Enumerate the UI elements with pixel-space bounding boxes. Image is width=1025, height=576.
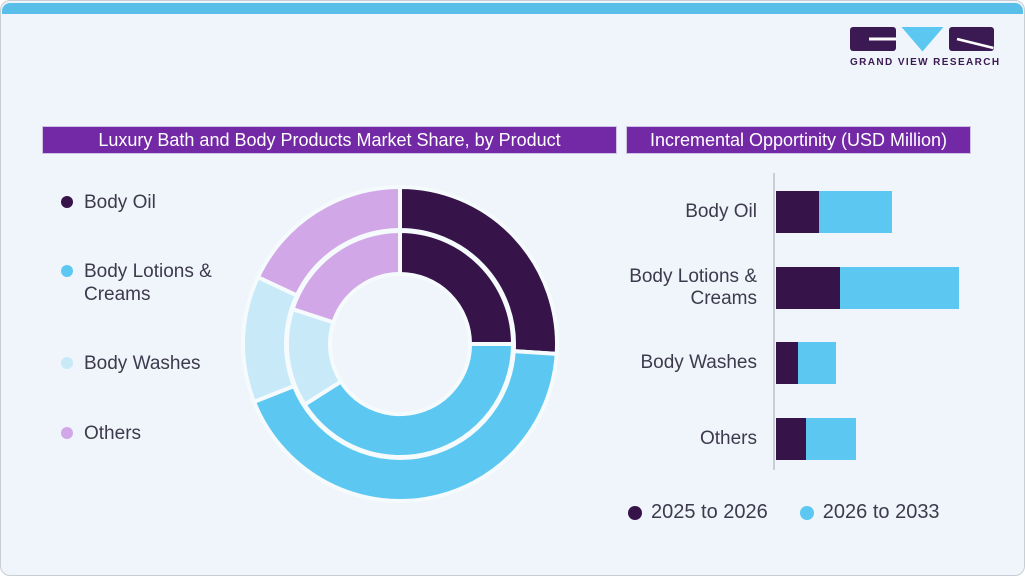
bar-segment-2025-2026-body-lotions-creams (776, 267, 840, 309)
bar-chart: Body Oil Body Lotions & Creams Body Wash… (599, 172, 971, 472)
bar-row-body-lotions-creams: Body Lotions & Creams (599, 266, 971, 309)
legend-item-body-washes: Body Washes (61, 352, 224, 375)
legend-swatch-body-washes (61, 357, 73, 369)
legend-swatch-2026-2033 (799, 505, 814, 520)
bar-row-others: Others (599, 418, 971, 460)
logo-v-icon (901, 27, 944, 52)
bar-segment-2026-2033-body-oil (819, 191, 892, 233)
legend-swatch-body-oil (61, 196, 73, 208)
legend-item-body-oil: Body Oil (61, 191, 224, 214)
donut-inner-ring-segment-body-oil (398, 229, 515, 346)
bar-row-body-oil: Body Oil (599, 191, 971, 233)
bar-label-body-oil: Body Oil (685, 201, 757, 222)
legend-swatch-others (61, 427, 73, 439)
bar-track-body-oil (776, 191, 892, 233)
legend-item-2026-2033: 2026 to 2033 (799, 501, 940, 524)
bar-segment-2026-2033-others (806, 418, 856, 460)
legend-label-body-oil: Body Oil (84, 192, 156, 213)
bar-track-others (776, 418, 856, 460)
legend-item-others: Others (61, 422, 224, 445)
donut-inner-ring-segment-others (290, 229, 402, 325)
bar-row-body-washes: Body Washes (599, 342, 971, 384)
bar-track-body-lotions-creams (776, 267, 959, 309)
right-chart-title: Incremental Opportinity (USD Million) (626, 126, 971, 154)
logo-g-icon (850, 27, 896, 51)
left-chart-title-text: Luxury Bath and Body Products Market Sha… (98, 129, 561, 150)
bar-label-body-washes: Body Washes (640, 352, 757, 373)
top-accent-bar (2, 3, 1023, 14)
donut-chart (241, 185, 559, 503)
bar-segment-2025-2026-body-oil (776, 191, 819, 233)
bar-label-others: Others (699, 428, 757, 449)
bar-track-body-washes (776, 342, 836, 384)
bar-chart-axis (773, 173, 775, 470)
gvr-logo-glyphs (850, 27, 996, 52)
legend-item-2025-2026: 2025 to 2026 (628, 501, 768, 524)
gvr-logo: GRAND VIEW RESEARCH (850, 27, 1001, 68)
left-chart-title: Luxury Bath and Body Products Market Sha… (42, 126, 617, 154)
bar-segment-2025-2026-others (776, 418, 806, 460)
legend-label-2025-2026: 2025 to 2026 (651, 501, 768, 523)
donut-inner-ring-segment-body-lotions-creams (302, 342, 515, 459)
legend-label-body-lotions-creams: Body Lotions & Creams (84, 261, 212, 305)
legend-item-body-lotions-creams: Body Lotions & Creams (61, 260, 224, 306)
logo-r-icon (949, 27, 994, 51)
bar-segment-2026-2033-body-lotions-creams (840, 267, 959, 309)
bar-segment-2025-2026-body-washes (776, 342, 798, 384)
bar-segment-2026-2033-body-washes (798, 342, 836, 384)
logo-brand-text: GRAND VIEW RESEARCH (850, 57, 1001, 68)
right-chart-title-text: Incremental Opportinity (USD Million) (649, 129, 948, 150)
legend-swatch-2025-2026 (628, 505, 642, 520)
bar-label-body-lotions-creams: Body Lotions & Creams (629, 266, 757, 309)
legend-label-body-washes: Body Washes (84, 353, 201, 374)
legend-label-2026-2033: 2026 to 2033 (822, 501, 940, 523)
bar-chart-legend: 2025 to 2026 2026 to 2033 (628, 501, 940, 524)
legend-label-others: Others (84, 423, 142, 444)
legend-swatch-body-lotions-creams (61, 265, 73, 277)
